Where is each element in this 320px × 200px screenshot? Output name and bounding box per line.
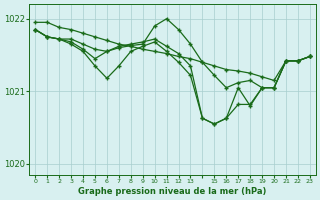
X-axis label: Graphe pression niveau de la mer (hPa): Graphe pression niveau de la mer (hPa): [78, 187, 267, 196]
